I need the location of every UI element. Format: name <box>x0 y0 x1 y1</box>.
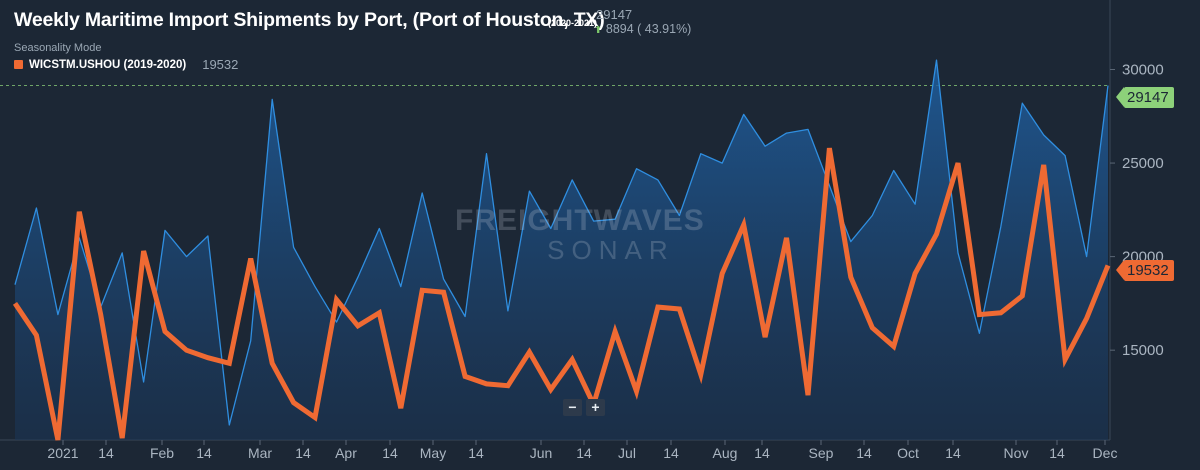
chart-title: Weekly Maritime Import Shipments by Port… <box>14 9 605 31</box>
seasonality-mode-label: Seasonality Mode <box>14 42 102 54</box>
x-tick-label: Feb <box>150 445 174 461</box>
x-tick-label: 14 <box>754 445 770 461</box>
change-readout: ⬆ 8894 ( 43.91%) <box>594 22 691 36</box>
x-tick-label: Aug <box>713 445 738 461</box>
current-series-area <box>14 59 1109 440</box>
series-lines <box>12 147 1111 441</box>
current-series-line <box>14 59 1109 426</box>
zoom-out-button[interactable]: − <box>563 399 582 416</box>
x-tick-label: 14 <box>945 445 961 461</box>
x-tick-label: 14 <box>576 445 592 461</box>
legend-entry[interactable]: WICSTM.USHOU (2019-2020) 19532 <box>14 57 238 72</box>
x-tick-label: 14 <box>1049 445 1065 461</box>
zoom-controls: − + <box>563 399 605 416</box>
x-tick-label: Mar <box>248 445 272 461</box>
x-tick-label: Apr <box>335 445 357 461</box>
zoom-in-button[interactable]: + <box>586 399 605 416</box>
legend-swatch <box>14 60 23 69</box>
x-tick-label: Dec <box>1093 445 1118 461</box>
prior-value-tag: 19532 <box>1116 260 1174 281</box>
x-tick-label: Sep <box>809 445 834 461</box>
x-tick-label: Jul <box>618 445 636 461</box>
x-tick-label: 14 <box>663 445 679 461</box>
x-tick-label: Nov <box>1004 445 1029 461</box>
x-tick-label: 14 <box>468 445 484 461</box>
x-axis-ticks: 2021 14 Feb 14 Mar 14 Apr 14 May 14 Jun 14 Jul 14 Aug 1… <box>47 440 1117 461</box>
x-tick-label: 14 <box>196 445 212 461</box>
x-tick-label: 14 <box>98 445 114 461</box>
legend-series-label: WICSTM.USHOU (2019-2020) <box>29 58 187 71</box>
x-tick-label: 2021 <box>47 445 78 461</box>
x-tick-label: 14 <box>382 445 398 461</box>
current-value: 29147 <box>596 7 633 22</box>
current-value-tag: 29147 <box>1116 87 1174 108</box>
current-series-fill <box>15 60 1108 440</box>
up-arrow-icon: ⬆ <box>594 25 603 36</box>
x-tick-label: 14 <box>856 445 872 461</box>
chart-title-range: (2020-2021) <box>548 18 598 28</box>
change-value: 8894 ( 43.91%) <box>605 22 692 36</box>
x-tick-label: Oct <box>897 445 919 461</box>
legend-series-value: 19532 <box>202 57 239 72</box>
y-tick-label: 25000 <box>1122 155 1164 172</box>
x-tick-label: May <box>420 445 446 461</box>
prior-series-line <box>12 147 1111 441</box>
y-tick-label: 30000 <box>1122 61 1164 78</box>
x-tick-label: Jun <box>530 445 553 461</box>
x-tick-label: 14 <box>295 445 311 461</box>
y-tick-label: 15000 <box>1122 342 1164 359</box>
